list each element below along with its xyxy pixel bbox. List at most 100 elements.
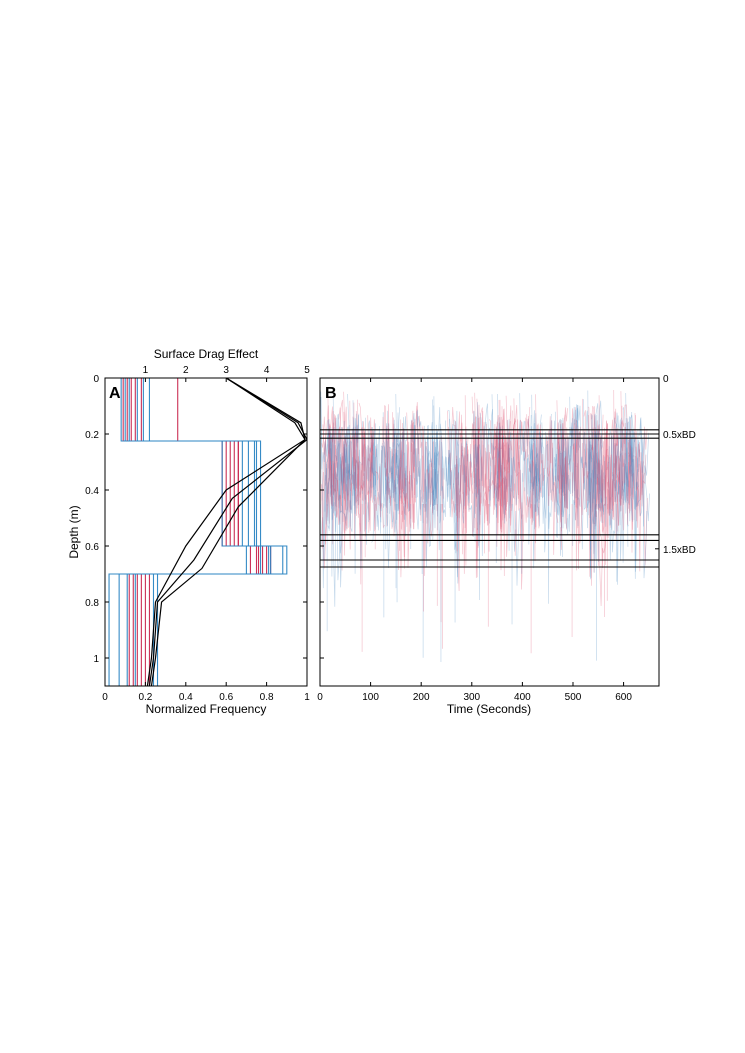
trace-blue-187 [447, 409, 463, 578]
trace-blue-231 [531, 431, 547, 569]
trace-red-48 [334, 417, 348, 525]
trace-red-56 [321, 422, 334, 505]
trace-red-68 [385, 423, 397, 506]
trace-red-94 [501, 406, 512, 557]
trace-red-144 [494, 438, 504, 535]
trace-red-200 [422, 441, 434, 544]
trace-red-96 [394, 450, 408, 571]
a-top-xtick-label: 4 [264, 365, 270, 376]
trace-red-24 [460, 414, 469, 566]
trace-blue-285 [551, 420, 559, 515]
panel-b-letter: B [325, 385, 337, 402]
trace-blue-143 [479, 403, 492, 557]
trace-blue-103 [628, 416, 639, 572]
trace-blue-205 [541, 422, 553, 529]
trace-red-270 [579, 426, 591, 516]
trace-blue-31 [559, 424, 566, 502]
trace-red-104 [480, 440, 492, 522]
trace-red-194 [327, 393, 338, 518]
trace-red-180 [489, 419, 501, 496]
trace-blue-151 [361, 421, 367, 532]
trace-red-4 [347, 470, 355, 513]
trace-blue-107 [508, 439, 512, 551]
trace-red-84 [357, 399, 366, 585]
trace-red-44 [512, 410, 520, 556]
trace-blue-171 [465, 443, 476, 543]
trace-red-228 [322, 405, 337, 512]
trace-blue-73 [426, 436, 438, 540]
trace-blue-183 [611, 438, 624, 585]
a-xtick-label: 0.2 [138, 692, 152, 703]
trace-red-226 [485, 423, 501, 494]
trace-red-174 [612, 428, 619, 532]
trace-red-166 [476, 410, 486, 524]
trace-blue-45 [340, 434, 356, 532]
trace-blue-155 [383, 419, 396, 498]
trace-blue-101 [531, 394, 542, 527]
trace-blue-47 [433, 396, 438, 531]
trace-blue-77 [638, 418, 650, 527]
trace-blue-99 [344, 426, 357, 531]
trace-blue-277 [495, 426, 502, 502]
trace-blue-19 [424, 439, 440, 568]
trace-red-218 [616, 422, 625, 512]
trace-blue-21 [370, 444, 377, 530]
trace-red-196 [557, 432, 569, 523]
a-xtick-label: 0.8 [260, 692, 274, 703]
b-xtick-label: 200 [413, 692, 430, 703]
trace-red-106 [321, 437, 332, 549]
trace-blue-201 [630, 430, 641, 579]
trace-red-92 [507, 419, 519, 526]
trace-blue-311 [589, 430, 593, 567]
trace-blue-17 [586, 437, 592, 550]
trace-blue-265 [337, 444, 352, 521]
trace-red-80 [502, 419, 506, 577]
a-top-xtick-label: 3 [223, 365, 229, 376]
trace-red-120 [447, 410, 457, 505]
trace-red-192 [607, 433, 617, 528]
trace-red-140 [490, 431, 505, 515]
trace-blue-181 [447, 423, 459, 511]
trace-red-138 [404, 421, 416, 532]
panel-a-xlabel: Normalized Frequency [146, 702, 267, 716]
histogram-blue-6 [105, 378, 262, 686]
panel-a-ylabel: Depth (m) [67, 505, 81, 558]
trace-red-148 [369, 430, 378, 532]
trace-blue-51 [576, 404, 588, 511]
a-ytick-label: 0.4 [85, 486, 99, 497]
trace-red-158 [343, 391, 358, 550]
trace-red-168 [410, 419, 415, 530]
trace-red-18 [329, 399, 345, 545]
trace-red-220 [406, 412, 414, 569]
trace-red-122 [455, 411, 469, 574]
trace-red-2 [448, 406, 460, 540]
trace-red-130 [321, 416, 331, 503]
panel-b-traces [320, 389, 650, 663]
trace-blue-109 [569, 396, 580, 494]
trace-red-126 [349, 400, 359, 504]
trace-blue-15 [345, 426, 356, 515]
trace-blue-65 [333, 440, 348, 581]
trace-blue-119 [367, 420, 376, 502]
trace-red-280 [572, 425, 583, 544]
trace-blue-161 [528, 410, 543, 516]
a-ytick-label: 0 [93, 374, 99, 385]
trace-red-108 [397, 465, 407, 558]
drag-curve-2 [150, 378, 306, 686]
trace-blue-257 [445, 420, 452, 517]
trace-blue-253 [416, 409, 421, 510]
trace-blue-237 [526, 429, 537, 512]
trace-blue-269 [372, 430, 378, 497]
trace-red-288 [355, 411, 364, 542]
trace-red-216 [352, 416, 366, 516]
trace-blue-293 [471, 444, 476, 519]
trace-blue-97 [540, 432, 548, 553]
trace-blue-211 [625, 421, 634, 521]
trace-blue-81 [432, 399, 438, 541]
trace-blue-227 [455, 410, 460, 506]
trace-blue-61 [375, 426, 386, 534]
trace-blue-289 [335, 441, 349, 588]
trace-blue-273 [365, 423, 376, 500]
trace-red-210 [635, 446, 647, 517]
trace-blue-199 [327, 420, 336, 577]
